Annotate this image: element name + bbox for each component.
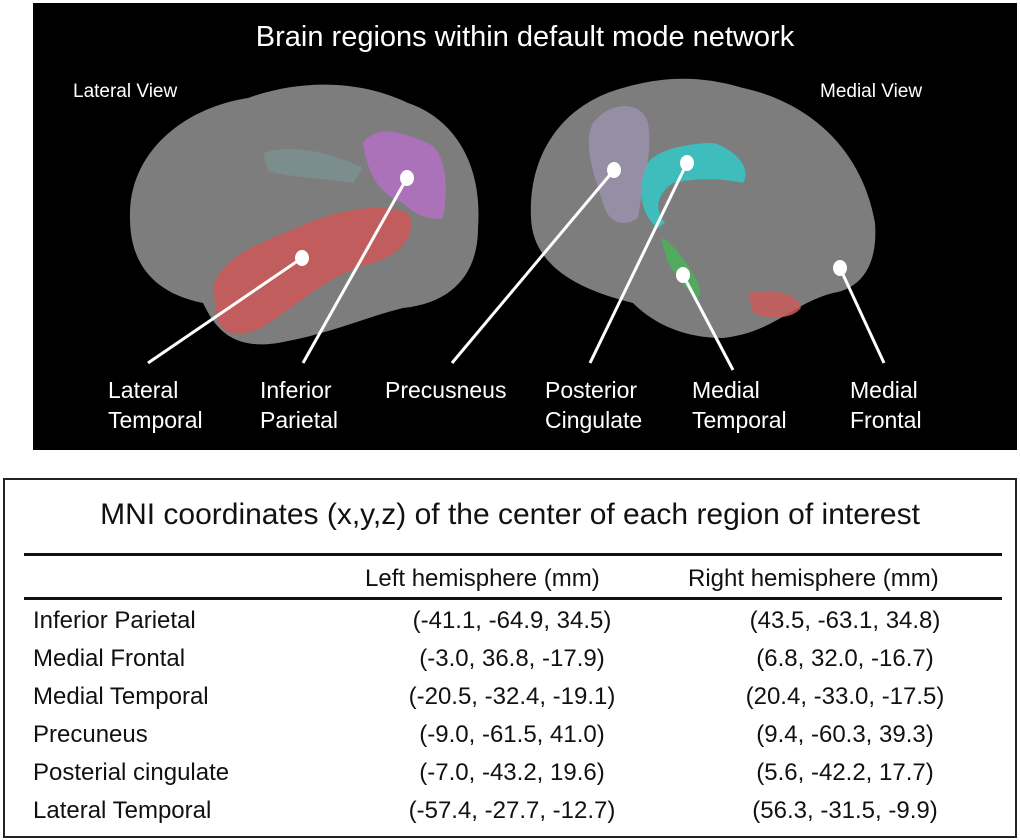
table-row: Lateral Temporal (-57.4, -27.7, -12.7) (56…	[5, 797, 1015, 833]
brain-illustration	[129, 78, 886, 371]
marker-medial-temporal	[676, 267, 690, 283]
leader-line-medial-temporal	[681, 274, 735, 371]
leader-line-lateral-temporal	[147, 256, 303, 365]
label-line1: Medial	[850, 377, 918, 403]
left-hemisphere-cell: (-9.0, -61.5, 41.0)	[419, 721, 605, 748]
leader-line-inferior-parietal	[301, 177, 409, 364]
lateral-temporal-region	[213, 207, 412, 334]
figure-title: Brain regions within default mode networ…	[255, 21, 795, 53]
label-line1: Posterior	[545, 377, 638, 403]
label-medial-temporal: Medial Temporal	[692, 375, 787, 435]
right-hemisphere-cell: (20.4, -33.0, -17.5)	[745, 683, 945, 710]
table-row: Medial Temporal (-20.5, -32.4, -19.1) (20.…	[5, 683, 1015, 719]
leader-line-medial-frontal	[838, 267, 886, 364]
label-line1: Precusneus	[385, 377, 507, 403]
left-hemisphere-cell: (-7.0, -43.2, 19.6)	[419, 759, 605, 786]
table-row: Inferior Parietal (-41.1, -64.9, 34.5) (43…	[5, 607, 1015, 643]
left-hemisphere-cell: (-41.1, -64.9, 34.5)	[412, 607, 612, 634]
brain-figure-panel: Brain regions within default mode networ…	[33, 3, 1017, 450]
right-hemisphere-cell: (9.4, -60.3, 39.3)	[756, 721, 934, 748]
marker-lateral-temporal	[295, 250, 309, 266]
label-line2: Frontal	[850, 407, 922, 433]
left-hemisphere-cell: (-20.5, -32.4, -19.1)	[408, 683, 616, 710]
left-hemisphere-cell: (-57.4, -27.7, -12.7)	[408, 797, 616, 824]
mni-coordinates-table: MNI coordinates (x,y,z) of the center of…	[3, 478, 1017, 838]
table-top-rule	[24, 553, 1002, 556]
label-precuneus: Precusneus	[385, 375, 506, 405]
leader-line-precuneus	[450, 169, 616, 364]
region-name-cell: Medial Frontal	[33, 645, 186, 672]
medial-view-label: Medial View	[820, 81, 923, 102]
table-row: Medial Frontal (-3.0, 36.8, -17.9) (6.8, 3…	[5, 645, 1015, 681]
label-lateral-temporal: Lateral Temporal	[108, 375, 203, 435]
right-hemisphere-cell: (43.5, -63.1, 34.8)	[749, 607, 941, 634]
table-title: MNI coordinates (x,y,z) of the center of…	[100, 498, 920, 531]
region-name-cell: Inferior Parietal	[33, 607, 196, 634]
header-left-hemisphere: Left hemisphere (mm)	[365, 565, 600, 592]
region-name-cell: Posterial cingulate	[33, 759, 230, 786]
label-posterior-cingulate: Posterior Cingulate	[545, 375, 642, 435]
lateral-cyan-region	[263, 148, 363, 183]
lateral-view-label: Lateral View	[73, 81, 178, 102]
label-line2: Temporal	[692, 407, 787, 433]
table-header-rule	[24, 597, 1002, 600]
left-hemisphere-cell: (-3.0, 36.8, -17.9)	[419, 645, 605, 672]
header-right-hemisphere: Right hemisphere (mm)	[688, 565, 939, 592]
right-hemisphere-cell: (5.6, -42.2, 17.7)	[756, 759, 934, 786]
leader-lines	[147, 162, 886, 371]
label-line2: Temporal	[108, 407, 203, 433]
label-line1: Inferior	[260, 377, 332, 403]
marker-inferior-parietal	[400, 170, 414, 186]
label-line2: Cingulate	[545, 407, 643, 433]
posterior-cingulate-region	[641, 143, 746, 228]
label-medial-frontal: Medial Frontal	[850, 375, 922, 435]
marker-posterior-cingulate	[680, 155, 694, 171]
label-inferior-parietal: Inferior Parietal	[260, 375, 338, 435]
medial-temporal-red-region	[748, 291, 801, 318]
region-name-cell: Precuneus	[33, 721, 148, 748]
leader-line-posterior-cingulate	[588, 162, 689, 364]
table-row: Precuneus (-9.0, -61.5, 41.0) (9.4, -60.3,…	[5, 721, 1015, 757]
marker-medial-frontal	[833, 260, 847, 276]
label-line2: Parietal	[260, 407, 338, 433]
right-hemisphere-cell: (56.3, -31.5, -9.9)	[752, 797, 938, 824]
table-row: Posterial cingulate (-7.0, -43.2, 19.6) (5…	[5, 759, 1015, 795]
label-line1: Medial	[692, 377, 760, 403]
right-hemisphere-cell: (6.8, 32.0, -16.7)	[756, 645, 934, 672]
region-name-cell: Lateral Temporal	[33, 797, 212, 824]
region-name-cell: Medial Temporal	[33, 683, 209, 710]
marker-precuneus	[607, 162, 621, 178]
label-line1: Lateral	[108, 377, 179, 403]
